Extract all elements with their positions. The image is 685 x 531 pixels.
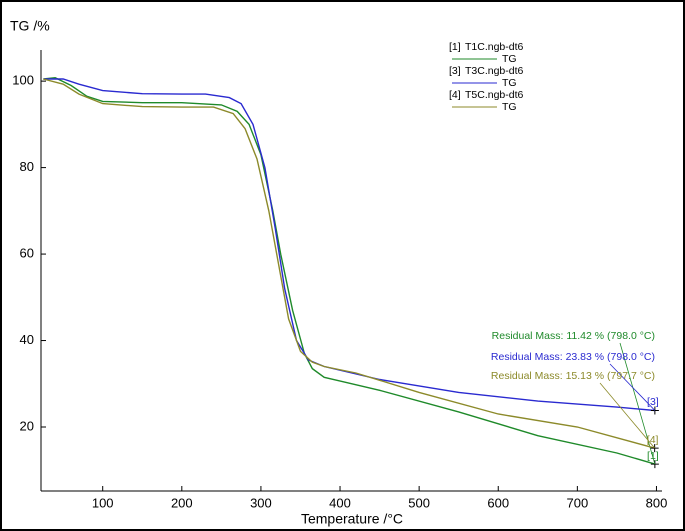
end-label: [4] (647, 434, 659, 446)
x-axis-label: Temperature /°C (301, 511, 403, 527)
x-tick-label: 500 (408, 495, 430, 510)
series-line (43, 78, 655, 412)
y-axis-label: TG /% (10, 18, 50, 34)
residual-annotation: Residual Mass: 11.42 % (798.0 °C) (492, 330, 655, 342)
series-line (43, 78, 655, 449)
x-tick-label: 400 (329, 495, 351, 510)
annotation-leader (599, 382, 655, 449)
legend-id: [3] (449, 65, 461, 77)
x-tick-label: 100 (92, 495, 114, 510)
x-tick-label: 800 (646, 495, 668, 510)
x-tick-label: 700 (567, 495, 589, 510)
residual-annotation: Residual Mass: 15.13 % (797.7 °C) (491, 370, 655, 382)
y-tick-label: 60 (20, 246, 34, 261)
y-tick-label: 100 (12, 73, 34, 88)
x-tick-label: 300 (250, 495, 272, 510)
annotation-leader (609, 363, 656, 411)
legend-name: T3C.ngb-dt6 (465, 65, 524, 77)
legend-signal: TG (502, 77, 517, 89)
y-tick-label: 40 (20, 332, 34, 347)
series-line (43, 76, 656, 465)
legend-id: [4] (449, 89, 461, 101)
end-marker (650, 406, 659, 415)
residual-annotation: Residual Mass: 23.83 % (798.0 °C) (491, 351, 655, 363)
legend-id: [1] (449, 41, 461, 53)
legend-name: T5C.ngb-dt6 (465, 89, 524, 101)
y-tick-label: 20 (20, 418, 34, 433)
y-tick-label: 80 (20, 159, 34, 174)
end-label: [3] (647, 396, 659, 408)
end-marker (650, 460, 659, 469)
annotation-leader (619, 342, 656, 465)
x-tick-label: 200 (171, 495, 193, 510)
legend-signal: TG (502, 53, 517, 65)
x-tick-label: 600 (487, 495, 509, 510)
legend-name: T1C.ngb-dt6 (465, 41, 524, 53)
legend-signal: TG (502, 101, 517, 113)
